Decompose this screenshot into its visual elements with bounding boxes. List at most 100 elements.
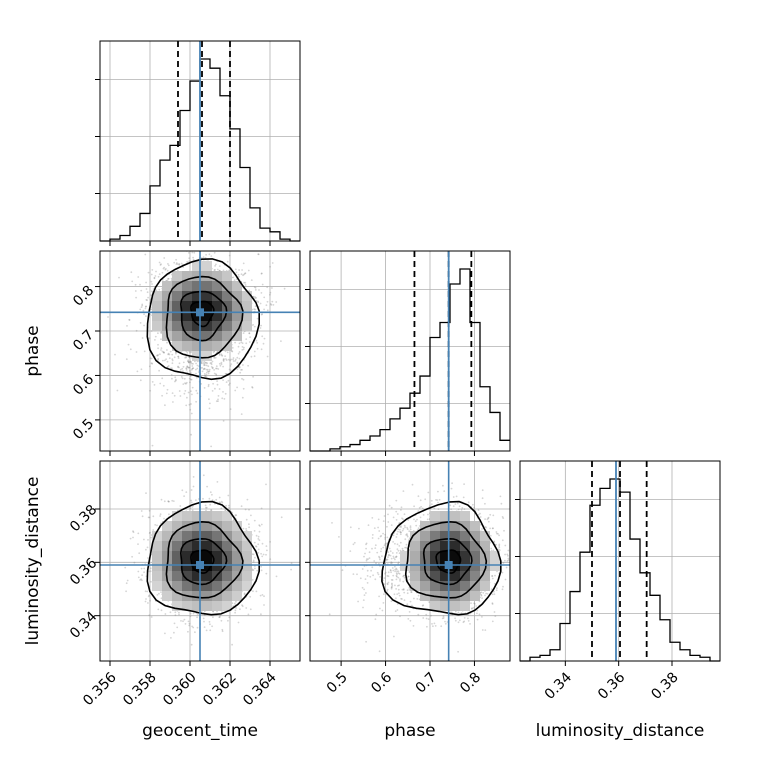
sample-point (132, 537, 134, 539)
sample-point (209, 629, 211, 631)
sample-point (162, 272, 164, 274)
sample-point (228, 359, 230, 361)
sample-point (222, 379, 224, 381)
sample-point (225, 509, 227, 511)
sample-point (254, 530, 256, 532)
sample-point (260, 566, 262, 568)
sample-point (242, 346, 244, 348)
sample-point (157, 347, 159, 349)
sample-point (163, 385, 165, 387)
density-cell (222, 341, 232, 351)
sample-point (145, 601, 147, 603)
density-cell (152, 301, 162, 311)
sample-point (158, 276, 160, 278)
sample-point (266, 304, 268, 306)
sample-point (241, 349, 243, 351)
sample-point (221, 620, 223, 622)
sample-point (161, 609, 163, 611)
sample-point (167, 270, 169, 272)
sample-point (117, 390, 119, 392)
sample-point (236, 387, 238, 389)
sample-point (174, 611, 176, 613)
sample-point (243, 332, 245, 334)
sample-point (156, 289, 158, 291)
sample-point (189, 357, 191, 359)
sample-point (165, 358, 167, 360)
sample-point (254, 568, 256, 570)
sample-point (209, 369, 211, 371)
sample-point (209, 504, 211, 506)
sample-point (143, 310, 145, 312)
sample-point (263, 595, 265, 597)
sample-point (247, 499, 249, 501)
sample-point (159, 383, 161, 385)
sample-point (156, 525, 158, 527)
sample-point (269, 558, 271, 560)
sample-point (193, 259, 195, 261)
sample-point (239, 358, 241, 360)
sample-point (219, 497, 221, 499)
sample-point (276, 576, 278, 578)
sample-point (211, 362, 213, 364)
sample-point (204, 387, 206, 389)
sample-point (235, 609, 237, 611)
sample-point (243, 274, 245, 276)
sample-point (151, 358, 153, 360)
sample-point (130, 538, 132, 540)
sample-point (221, 501, 223, 503)
sample-point (249, 336, 251, 338)
sample-point (262, 594, 264, 596)
sample-point (245, 338, 247, 340)
sample-point (204, 626, 206, 628)
sample-point (263, 309, 265, 311)
sample-point (228, 505, 230, 507)
sample-point (189, 507, 191, 509)
sample-point (151, 616, 153, 618)
sample-point (249, 341, 251, 343)
sample-point (175, 379, 177, 381)
sample-point (206, 630, 208, 632)
density-cell (222, 321, 232, 331)
sample-point (181, 368, 183, 370)
sample-point (241, 378, 243, 380)
sample-point (141, 579, 143, 581)
sample-point (245, 528, 247, 530)
sample-point (147, 602, 149, 604)
sample-point (131, 556, 133, 558)
sample-point (263, 343, 265, 345)
sample-point (183, 495, 185, 497)
sample-point (218, 616, 220, 618)
sample-point (206, 486, 208, 488)
sample-point (204, 373, 206, 375)
sample-point (212, 390, 214, 392)
sample-point (229, 383, 231, 385)
sample-point (139, 284, 141, 286)
sample-point (107, 316, 109, 318)
sample-point (184, 390, 186, 392)
sample-point (114, 354, 116, 356)
sample-point (179, 390, 181, 392)
sample-point (218, 395, 220, 397)
sample-point (145, 282, 147, 284)
sample-point (212, 383, 214, 385)
sample-point (227, 352, 229, 354)
sample-point (146, 288, 148, 290)
sample-point (144, 254, 146, 256)
sample-point (140, 322, 142, 324)
sample-point (161, 499, 163, 501)
sample-point (126, 358, 128, 360)
sample-point (190, 403, 192, 405)
sample-point (172, 362, 174, 364)
sample-point (179, 362, 181, 364)
sample-point (229, 369, 231, 371)
sample-point (217, 481, 219, 483)
sample-point (155, 275, 157, 277)
sample-point (239, 342, 241, 344)
sample-point (170, 637, 172, 639)
sample-point (196, 616, 198, 618)
sample-point (127, 580, 129, 582)
density-cell (172, 331, 182, 341)
sample-point (197, 365, 199, 367)
sample-point (239, 372, 241, 374)
